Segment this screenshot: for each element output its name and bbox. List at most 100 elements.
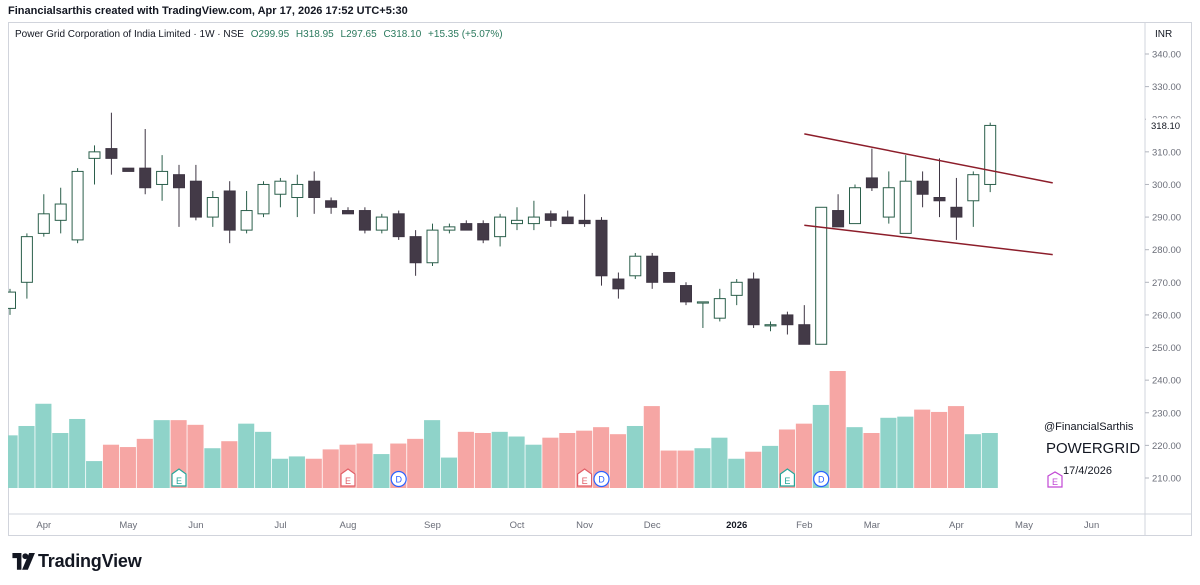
candle-up: [882, 187, 895, 218]
time-tick-label: Mar: [864, 520, 880, 531]
volume-bar: [964, 434, 981, 488]
candle-down: [358, 210, 371, 231]
volume-bar: [102, 444, 120, 488]
price-tick-label: 250.00: [1152, 343, 1181, 354]
candles: [8, 112, 997, 345]
price-chart[interactable]: Power Grid Corporation of India Limited …: [8, 22, 1192, 536]
volume-bar: [947, 406, 965, 488]
volume-bar: [221, 441, 238, 488]
dividend-marker-label: D: [395, 475, 402, 485]
volume-bar: [559, 433, 576, 488]
volume-bar: [694, 448, 711, 488]
dividend-marker-label: D: [818, 475, 825, 485]
volume-bar: [508, 436, 525, 488]
candle-down: [325, 200, 338, 208]
symbol-name: Power Grid Corporation of India Limited …: [15, 29, 244, 40]
candle-up: [71, 170, 84, 241]
tradingview-logo[interactable]: TradingView: [10, 551, 142, 572]
time-tick-label: Apr: [36, 520, 51, 531]
candle-up: [291, 183, 304, 199]
ohlc-change: +15.35 (+5.07%): [428, 29, 503, 40]
volume-bar: [407, 438, 424, 488]
volume-bar: [812, 404, 829, 488]
watermark-handle: @FinancialSarthis: [1044, 421, 1134, 433]
ohlc-close: C318.10: [383, 29, 421, 40]
watermark-ticker: POWERGRID: [1046, 440, 1140, 457]
price-axis[interactable]: INR 210.00 220.00 230.00 240.00 250.00 260.00 2…: [1145, 29, 1190, 485]
price-tick-label: 300.00: [1152, 180, 1181, 191]
candle-down: [105, 148, 118, 159]
candle-up: [206, 197, 219, 218]
volume-bar: [204, 448, 221, 488]
candle-up: [527, 216, 540, 225]
candle-down: [122, 167, 135, 172]
volume-bar: [373, 454, 390, 488]
candle-up: [20, 236, 33, 283]
candle-up: [730, 281, 743, 296]
candle-down: [680, 285, 692, 303]
earnings-marker: [171, 468, 187, 487]
volume-bar: [238, 423, 255, 488]
price-tick-label: 260.00: [1152, 310, 1181, 321]
volume-bar: [255, 431, 272, 488]
candle-up: [257, 183, 270, 215]
dividend-marker: [593, 470, 610, 488]
volume-bar: [643, 406, 660, 488]
earnings-marker: [340, 468, 356, 487]
price-tick-label: 270.00: [1152, 278, 1181, 289]
candle-up: [696, 301, 709, 304]
trendline: [804, 224, 1053, 256]
candle-up: [37, 213, 50, 234]
time-tick-label: Jul: [274, 520, 286, 531]
volume-bar: [271, 458, 289, 488]
volume-bar: [829, 371, 846, 488]
price-tick-label: 310.00: [1152, 147, 1181, 158]
candle-up: [443, 226, 456, 231]
ohlc-low: L297.65: [341, 29, 378, 40]
price-tick-label: 340.00: [1152, 50, 1181, 61]
candle-down: [392, 213, 405, 238]
candle-down: [544, 213, 557, 221]
volume-bar: [35, 403, 52, 488]
volume-bar: [288, 456, 305, 488]
candle-down: [308, 180, 321, 199]
candle-up: [967, 174, 980, 202]
last-price-label: 318.10: [1151, 121, 1180, 132]
price-tick-label: 290.00: [1152, 213, 1181, 224]
dividend-marker: [813, 470, 830, 488]
candle-down: [189, 180, 202, 218]
price-tick-label: 220.00: [1152, 441, 1181, 452]
volume-bar: [18, 425, 35, 488]
volume-bar: [525, 444, 542, 488]
chart-caption: Financialsarthis created with TradingVie…: [8, 5, 408, 17]
volume-bar: [52, 433, 69, 488]
candle-down: [342, 210, 354, 215]
candle-down: [612, 278, 625, 290]
candle-up: [815, 206, 828, 345]
time-tick-label: Feb: [796, 520, 812, 531]
candle-down: [916, 180, 929, 195]
volume-bar: [187, 424, 204, 488]
candle-down: [409, 236, 422, 264]
time-tick-label: May: [1015, 520, 1033, 531]
price-tick-label: 240.00: [1152, 376, 1181, 387]
candle-up: [849, 187, 861, 225]
volume-bar: [356, 443, 373, 488]
volume-bar: [322, 449, 339, 488]
volume-bar: [424, 420, 441, 488]
time-tick-label: Sep: [424, 520, 441, 531]
volume-bar: [914, 409, 931, 488]
candle-up: [713, 298, 726, 319]
candle-down: [223, 190, 236, 231]
time-axis[interactable]: Apr May Jun Jul Aug Sep Oct Nov Dec 2026 Feb Mar Apr…: [36, 520, 1099, 531]
candle-up: [899, 180, 912, 234]
volume-bar: [931, 411, 948, 488]
price-tick-label: 280.00: [1152, 245, 1181, 256]
volume-bar: [795, 423, 812, 488]
earnings-marker-label: E: [345, 476, 351, 486]
candle-down: [561, 216, 574, 225]
volume-bar: [981, 433, 998, 488]
tradingview-logo-text: TradingView: [38, 551, 142, 571]
price-tick-label: 330.00: [1152, 82, 1181, 93]
